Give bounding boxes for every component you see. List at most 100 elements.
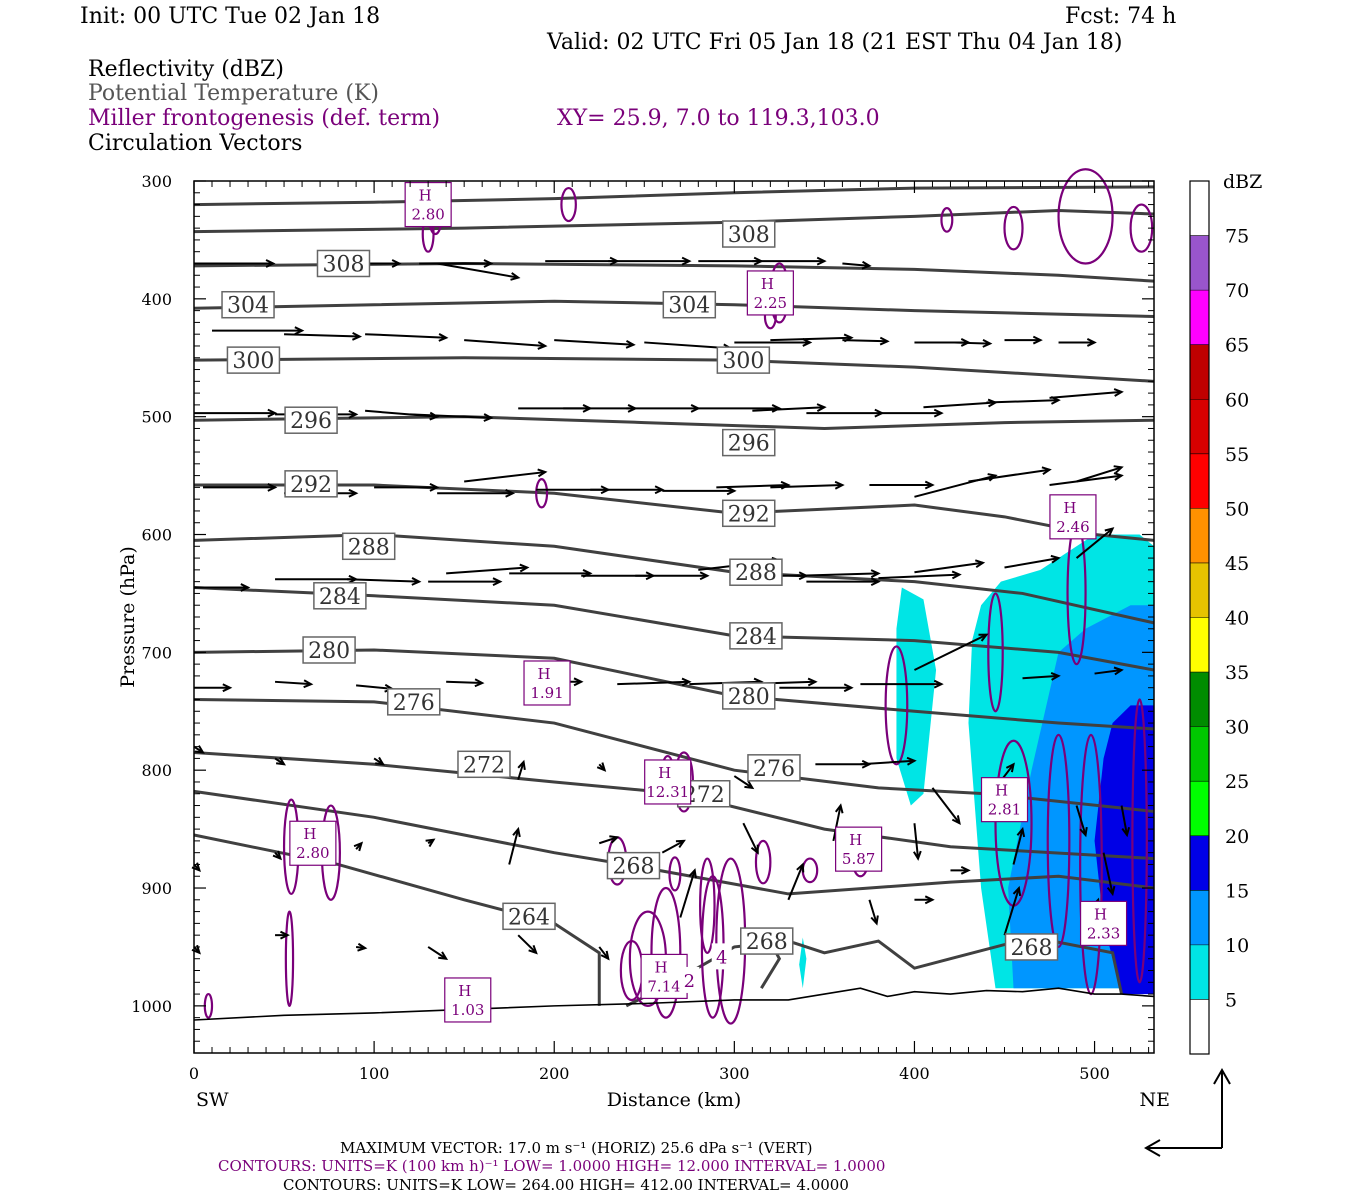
- svg-text:268: 268: [746, 930, 788, 955]
- svg-text:304: 304: [668, 294, 710, 319]
- svg-text:2.46: 2.46: [1056, 518, 1089, 536]
- vector-43: [662, 486, 737, 496]
- theta-contour-0: [193, 185, 1155, 207]
- vector-58: [635, 571, 710, 581]
- vector-61: [797, 569, 881, 578]
- colorbar-bin-2: [1190, 890, 1209, 945]
- colorbar-bin-1: [1190, 944, 1209, 1000]
- miller-contour-3: [1057, 168, 1114, 265]
- theta-label-22: 268: [1004, 933, 1059, 961]
- miller-contour-32: [801, 857, 819, 884]
- vector-77: [914, 633, 989, 671]
- colorbar-level-12: 65: [1225, 335, 1249, 357]
- svg-text:296: 296: [728, 432, 770, 457]
- theta-label-1: 308: [721, 220, 776, 248]
- vector-100: [661, 839, 686, 854]
- vector-13: [554, 339, 636, 349]
- miller-contour-21: [1046, 733, 1071, 949]
- x-tick-label-3: 300: [719, 1064, 750, 1083]
- vector-17: [842, 336, 890, 346]
- svg-text:2.33: 2.33: [1087, 924, 1120, 942]
- colorbar-level-14: 75: [1225, 226, 1249, 248]
- field-miller: Miller frontogenesis (def. term): [88, 106, 441, 131]
- y-tick-label-1: 400: [141, 290, 172, 309]
- vector-107: [191, 944, 201, 955]
- vector-67: [194, 683, 233, 693]
- miller-max-1: H2.25: [746, 270, 794, 316]
- svg-text:280: 280: [728, 685, 770, 710]
- vector-99: [598, 835, 620, 845]
- colorbar-bin-14: [1190, 235, 1209, 291]
- miller-max-10: H1.03: [444, 977, 492, 1023]
- theta-label-11: 288: [729, 558, 783, 586]
- forecast-hour: Fcst: 74 h: [1065, 4, 1177, 29]
- vector-62: [806, 577, 881, 587]
- vector-72: [617, 677, 692, 687]
- x-tick-label-2: 200: [539, 1064, 570, 1083]
- colorbar-bin-15: [1190, 181, 1209, 236]
- svg-text:268: 268: [612, 855, 654, 880]
- vector-30: [752, 403, 827, 412]
- miller-contour-16: [619, 939, 644, 1002]
- vector-111: [517, 934, 538, 955]
- theta-label-6: 296: [284, 406, 338, 434]
- svg-text:1.03: 1.03: [451, 1001, 484, 1019]
- theta-label-16: 276: [386, 688, 441, 716]
- miller-max-9: H7.14: [640, 953, 688, 1000]
- miller-label-0: 4: [711, 943, 732, 970]
- svg-text:300: 300: [722, 349, 764, 374]
- vector-80: [193, 745, 205, 754]
- theta-label-10: 288: [341, 532, 396, 560]
- vector-6: [698, 256, 764, 266]
- field-theta: Potential Temperature (K): [88, 81, 379, 106]
- vector-64: [914, 559, 986, 574]
- vector-110: [427, 946, 449, 960]
- vector-95: [272, 850, 283, 861]
- vector-76: [860, 679, 944, 689]
- vector-19: [950, 339, 993, 348]
- colorbar-bin-4: [1190, 781, 1209, 836]
- miller-max-6: H2.80: [289, 820, 337, 866]
- theta-label-13: 284: [729, 622, 783, 650]
- theta-contour-3: [193, 299, 1155, 319]
- vector-66: [1075, 527, 1115, 559]
- vector-7: [752, 256, 827, 266]
- vector-3: [436, 262, 521, 281]
- colorbar-bin-0: [1190, 999, 1209, 1054]
- colorbar-level-1: 10: [1225, 935, 1249, 957]
- vector-51: [194, 583, 251, 592]
- svg-text:H: H: [419, 187, 432, 205]
- svg-text:2: 2: [684, 971, 695, 992]
- svg-text:276: 276: [753, 757, 795, 782]
- miller-contour-7: [535, 478, 549, 509]
- colorbar-level-9: 50: [1225, 498, 1249, 520]
- vector-117: [1003, 885, 1022, 936]
- vector-15: [734, 338, 813, 347]
- vector-20: [1004, 335, 1043, 345]
- svg-text:304: 304: [227, 294, 269, 319]
- colorbar: 5 10 15 20 25 30 35 40 45 50 55 60 65 70 75 dBZ: [1189, 171, 1262, 1055]
- vector-40: [464, 468, 548, 483]
- vector-90: [931, 787, 961, 826]
- miller-contour-1: [560, 186, 577, 223]
- x-tick-label-1: 100: [359, 1064, 390, 1083]
- vector-2: [419, 259, 494, 268]
- vector-36: [203, 482, 278, 492]
- theta-contour-4: [193, 356, 1155, 383]
- miller-contour-31: [668, 856, 682, 892]
- vector-11: [365, 333, 449, 342]
- svg-text:2.80: 2.80: [296, 844, 329, 862]
- colorbar-level-6: 35: [1225, 662, 1249, 684]
- reflectivity-area-0: [896, 587, 937, 806]
- theta-label-3: 304: [662, 290, 717, 319]
- vector-113: [679, 868, 697, 918]
- vector-42: [590, 485, 665, 495]
- contours-purple-note: CONTOURS: UNITS=K (100 km h)⁻¹ LOW= 1.00…: [218, 1157, 886, 1175]
- miller-contour-18: [884, 645, 909, 766]
- vector-93: [1120, 805, 1131, 838]
- circulation-vectors: [191, 256, 1131, 961]
- theta-contour-12: [193, 789, 1155, 896]
- miller-max-4: H12.31: [644, 759, 692, 805]
- svg-text:264: 264: [508, 905, 550, 930]
- vector-22: [194, 408, 278, 418]
